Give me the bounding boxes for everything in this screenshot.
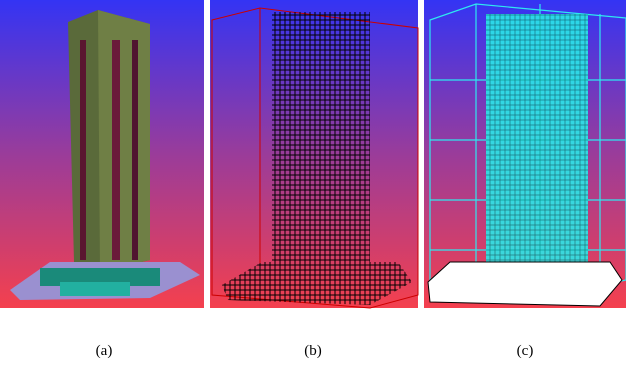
panel-caption: (b) [304, 343, 322, 359]
panel-caption: (a) [96, 343, 113, 359]
panel-b-image [210, 0, 419, 309]
panel-a-image [0, 0, 204, 308]
panel-c-image [424, 0, 626, 308]
panel-caption: (c) [517, 343, 534, 359]
